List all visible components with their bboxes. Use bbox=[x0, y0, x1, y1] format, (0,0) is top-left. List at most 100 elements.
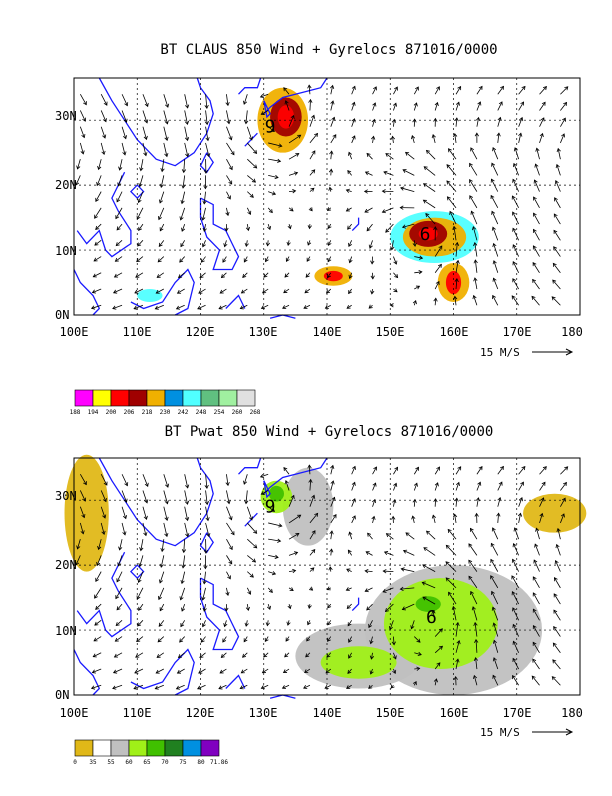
wind-arrow bbox=[247, 159, 256, 168]
wind-arrow bbox=[512, 296, 518, 305]
wind-arrow bbox=[219, 685, 226, 689]
wind-arrow bbox=[267, 604, 270, 609]
wind-arrow-shaft bbox=[247, 159, 256, 168]
wind-arrow bbox=[305, 289, 310, 293]
wind-arrow bbox=[266, 620, 270, 625]
y-tick-label: 0N bbox=[55, 688, 69, 702]
coastline-segment bbox=[74, 650, 99, 696]
wind-arrow bbox=[245, 240, 249, 246]
wind-arrow bbox=[382, 208, 393, 213]
wind-arrow bbox=[93, 653, 101, 657]
wind-arrow bbox=[202, 620, 205, 626]
wind-arrow bbox=[287, 240, 291, 245]
wind-arrow bbox=[143, 490, 148, 502]
wind-arrow bbox=[373, 483, 377, 490]
wind-arrow bbox=[304, 305, 310, 308]
wind-arrow bbox=[80, 110, 85, 121]
wind-arrow bbox=[160, 224, 164, 231]
wind-arrow bbox=[199, 289, 206, 293]
wind-arrow bbox=[331, 135, 336, 143]
wind-arrow bbox=[185, 474, 189, 488]
wind-arrow bbox=[423, 200, 435, 208]
wind-arrow bbox=[185, 490, 189, 504]
wind-arrow bbox=[247, 175, 255, 182]
coastline-segment bbox=[239, 458, 261, 474]
wind-arrow bbox=[226, 192, 230, 199]
colorbar-swatch bbox=[75, 740, 93, 756]
wind-arrow bbox=[310, 133, 318, 142]
wind-arrow bbox=[513, 245, 519, 257]
wind-arrow bbox=[137, 208, 143, 219]
wind-arrow bbox=[533, 593, 539, 604]
wind-arrow bbox=[391, 685, 394, 688]
wind-arrow bbox=[160, 555, 164, 567]
wind-arrow bbox=[447, 197, 456, 208]
wind-arrow bbox=[470, 196, 477, 208]
wind-arrow-shaft bbox=[491, 559, 498, 571]
wind-arrow bbox=[352, 119, 356, 127]
wind-arrow-shaft bbox=[447, 165, 456, 176]
colorbar-swatch bbox=[129, 390, 147, 406]
coastline-segment bbox=[201, 153, 214, 173]
wind-arrow-shaft bbox=[554, 610, 560, 620]
wind-arrow bbox=[435, 87, 439, 94]
x-tick-label: 180 bbox=[561, 706, 583, 720]
wind-arrow bbox=[284, 468, 289, 475]
wind-arrow bbox=[122, 127, 127, 139]
wind-arrow bbox=[365, 190, 373, 194]
wind-arrow-shaft bbox=[553, 263, 560, 272]
wind-arrow bbox=[304, 685, 310, 688]
wind-arrow bbox=[289, 208, 293, 211]
wind-arrow bbox=[560, 483, 566, 491]
wind-arrow bbox=[348, 171, 352, 176]
wind-arrow bbox=[554, 230, 560, 240]
wind-arrow bbox=[95, 208, 102, 218]
wind-arrow bbox=[92, 289, 101, 293]
wind-arrow bbox=[556, 545, 560, 556]
wind-arrow bbox=[390, 303, 393, 307]
wind-arrow bbox=[138, 620, 143, 626]
wind-arrow bbox=[534, 560, 540, 572]
wind-arrow bbox=[243, 94, 247, 104]
wind-arrow bbox=[534, 180, 539, 192]
wind-arrow bbox=[247, 208, 250, 214]
wind-arrow bbox=[203, 192, 207, 204]
y-tick-label: 30N bbox=[55, 489, 77, 503]
wind-arrow bbox=[556, 165, 560, 176]
colorbar-tick-label: 218 bbox=[142, 409, 153, 416]
wind-arrow bbox=[411, 136, 414, 143]
wind-arrow bbox=[554, 610, 560, 620]
wind-arrow bbox=[92, 669, 101, 673]
wind-arrow bbox=[140, 539, 144, 550]
wind-arrow bbox=[533, 246, 539, 257]
wind-arrow bbox=[156, 669, 164, 673]
wind-arrow-shaft bbox=[184, 159, 185, 172]
wind-arrow bbox=[492, 528, 498, 539]
wind-arrow bbox=[117, 572, 122, 582]
wind-arrow bbox=[536, 148, 540, 159]
wind-arrow bbox=[220, 289, 226, 293]
wind-arrow bbox=[352, 136, 356, 143]
wind-arrow bbox=[469, 544, 477, 556]
wind-arrow bbox=[113, 305, 122, 309]
wind-arrow bbox=[226, 572, 230, 579]
wind-arrow bbox=[424, 548, 435, 556]
wind-arrow bbox=[391, 136, 395, 143]
wind-arrow bbox=[241, 669, 247, 673]
wind-arrow bbox=[164, 110, 169, 123]
wind-arrow bbox=[96, 572, 101, 582]
wind-arrow bbox=[181, 192, 185, 204]
wind-arrow bbox=[372, 500, 375, 507]
wind-arrow-shaft bbox=[533, 593, 539, 604]
wind-arrow bbox=[202, 588, 206, 600]
colorbar-swatch bbox=[219, 390, 237, 406]
wind-arrow bbox=[157, 653, 164, 658]
wind-arrow bbox=[370, 289, 374, 294]
wind-arrow-shaft bbox=[427, 531, 436, 539]
wind-arrow bbox=[310, 151, 315, 159]
wind-arrow bbox=[204, 175, 208, 188]
color-contour bbox=[384, 578, 498, 669]
wind-arrow bbox=[554, 594, 560, 604]
wind-arrow bbox=[400, 206, 414, 210]
wind-arrow bbox=[446, 545, 456, 555]
